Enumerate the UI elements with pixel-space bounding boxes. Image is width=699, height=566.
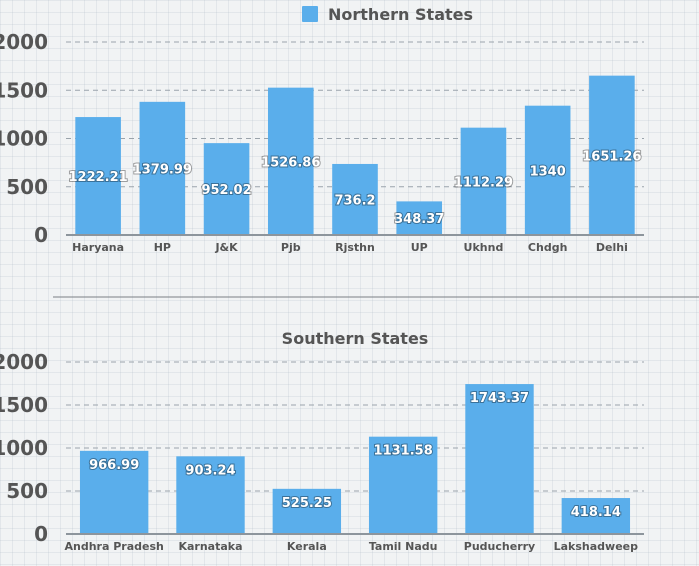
- bar: [460, 127, 507, 235]
- y-tick-label: 0: [34, 522, 48, 546]
- data-label: 1651.26: [582, 149, 641, 164]
- x-tick-label: Delhi: [596, 241, 628, 254]
- data-label: 1379.99: [133, 162, 192, 177]
- y-tick-label: 1000: [0, 436, 48, 460]
- data-label: 1131.58: [374, 444, 433, 459]
- x-tick-label: Puducherry: [464, 540, 535, 553]
- data-label: 1526.86: [261, 155, 320, 170]
- data-label: 418.14: [571, 505, 621, 520]
- legend-label: Northern States: [328, 5, 473, 24]
- bar: [139, 101, 186, 235]
- data-label: 1112.29: [454, 175, 513, 190]
- chart-title: Southern States: [282, 329, 429, 348]
- x-tick-label: Rjsthn: [335, 241, 375, 254]
- bar: [272, 488, 342, 534]
- data-label: 525.25: [282, 496, 332, 511]
- y-tick-label: 1000: [0, 127, 48, 151]
- x-tick-label: Haryana: [72, 241, 124, 254]
- bar: [176, 456, 245, 534]
- x-tick-label: J&K: [214, 241, 238, 254]
- legend-swatch: [302, 6, 318, 22]
- y-tick-label: 500: [6, 479, 48, 503]
- bar: [589, 75, 635, 235]
- y-tick-label: 2000: [0, 350, 48, 374]
- bar: [561, 498, 631, 534]
- x-tick-label: Lakshadweep: [554, 540, 639, 553]
- southern-states-chart: Southern States 0 500 1000 1500 2000 966.99 An…: [0, 329, 644, 553]
- y-tick-label: 2000: [0, 30, 48, 54]
- x-tick-label: Andhra Pradesh: [64, 540, 163, 553]
- data-label: 903.24: [185, 463, 235, 478]
- data-label: 736.2: [334, 193, 375, 208]
- data-label: 966.99: [89, 458, 139, 473]
- y-tick-label: 500: [6, 175, 48, 199]
- y-tick-label: 0: [34, 223, 48, 247]
- y-tick-label: 1500: [0, 393, 48, 417]
- bar: [267, 87, 314, 235]
- x-tick-label: Karnataka: [178, 540, 242, 553]
- x-tick-label: UP: [411, 241, 428, 254]
- bar: [79, 450, 149, 534]
- bar: [524, 105, 571, 235]
- data-label: 1222.21: [69, 170, 128, 185]
- x-tick-label: Chdgh: [528, 241, 567, 254]
- bar: [203, 143, 250, 235]
- x-tick-label: HP: [154, 241, 171, 254]
- northern-states-chart: Northern States 0 500 1000 1500 2000 1222.21 H…: [0, 5, 644, 254]
- x-tick-label: Pjb: [281, 241, 301, 254]
- data-label: 1743.37: [470, 391, 529, 406]
- bar: [465, 384, 534, 534]
- x-tick-label: Tamil Nadu: [369, 540, 438, 553]
- data-label: 952.02: [201, 183, 251, 198]
- x-tick-label: Ukhnd: [464, 241, 504, 254]
- data-label: 1340: [530, 164, 566, 179]
- bar: [368, 436, 438, 534]
- bar: [396, 201, 443, 235]
- data-label: 348.37: [394, 212, 444, 227]
- bar: [75, 117, 121, 235]
- bar: [332, 163, 378, 235]
- y-tick-label: 1500: [0, 78, 48, 102]
- x-tick-label: Kerala: [287, 540, 327, 553]
